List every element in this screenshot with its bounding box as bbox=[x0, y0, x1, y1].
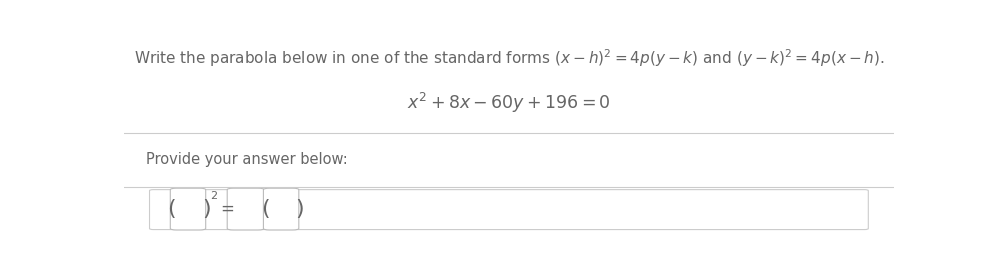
FancyBboxPatch shape bbox=[227, 188, 264, 230]
Text: (: ( bbox=[168, 199, 176, 219]
FancyBboxPatch shape bbox=[150, 190, 868, 230]
Text: =: = bbox=[220, 200, 234, 218]
Text: (: ( bbox=[260, 199, 269, 219]
Text: ): ) bbox=[295, 199, 304, 219]
Text: ): ) bbox=[203, 199, 211, 219]
FancyBboxPatch shape bbox=[171, 188, 206, 230]
FancyBboxPatch shape bbox=[263, 188, 299, 230]
Text: Write the parabola below in one of the standard forms $(x - h)^2 = 4p(y - k)$ an: Write the parabola below in one of the s… bbox=[134, 48, 884, 69]
Text: 2: 2 bbox=[210, 191, 216, 201]
Text: $x^2 + 8x - 60y + 196 = 0$: $x^2 + 8x - 60y + 196 = 0$ bbox=[407, 90, 611, 115]
Text: Provide your answer below:: Provide your answer below: bbox=[146, 152, 348, 167]
